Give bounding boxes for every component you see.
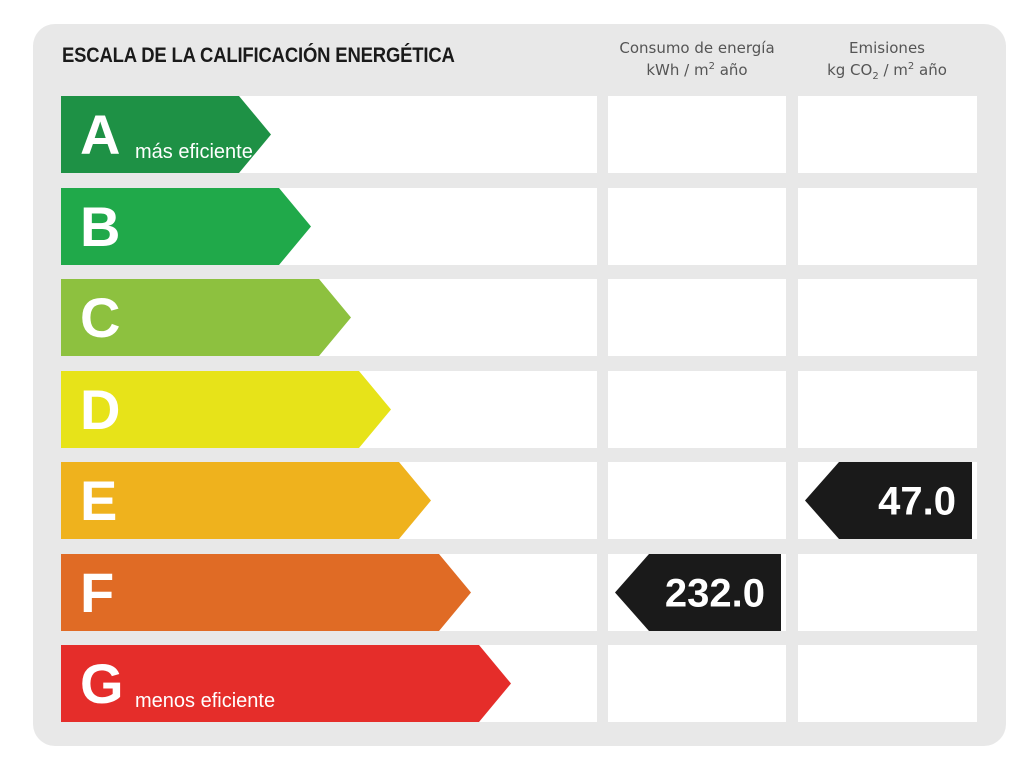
energy-cell-g: [608, 645, 786, 722]
grade-bar-a: [61, 96, 271, 173]
emissions-cell-a: [798, 96, 977, 173]
grade-letter-e: E: [80, 469, 117, 532]
grade-letter-f: F: [80, 561, 114, 624]
grade-letter-g: G: [80, 652, 124, 715]
grade-bar-e: [61, 462, 431, 539]
energy-column-title: Consumo de energía: [619, 39, 775, 57]
energy-consumption-value: 232.0: [665, 572, 765, 616]
emissions-column-unit: kg CO2 / m2 año: [827, 61, 947, 82]
emissions-cell-f: [798, 554, 977, 631]
grade-letter-b: B: [80, 195, 120, 258]
grade-bar-d: [61, 371, 391, 448]
emissions-marker: [805, 462, 972, 539]
grade-note-a: más eficiente: [135, 141, 253, 163]
emissions-cell-g: [798, 645, 977, 722]
energy-cell-d: [608, 371, 786, 448]
energy-cell-a: [608, 96, 786, 173]
emissions-cell-d: [798, 371, 977, 448]
energy-consumption-marker: [615, 554, 781, 631]
grade-bar-g: [61, 645, 511, 722]
energy-column-unit: kWh / m2 año: [646, 61, 748, 79]
emissions-column-title: Emisiones: [849, 39, 925, 57]
grade-bar-b: [61, 188, 311, 265]
energy-cell-c: [608, 279, 786, 356]
chart-title: ESCALA DE LA CALIFICACIÓN ENERGÉTICA: [62, 44, 455, 67]
energy-cell-b: [608, 188, 786, 265]
emissions-cell-b: [798, 188, 977, 265]
emissions-column-header: Emisiones kg CO2 / m2 año: [787, 37, 987, 82]
grade-bar-f: [61, 554, 471, 631]
emissions-value: 47.0: [878, 480, 956, 524]
grade-letter-c: C: [80, 286, 120, 349]
grade-bar-c: [61, 279, 351, 356]
emissions-cell-c: [798, 279, 977, 356]
grade-letter-a: A: [80, 103, 120, 166]
energy-cell-e: [608, 462, 786, 539]
grade-note-g: menos eficiente: [135, 690, 275, 712]
grade-letter-d: D: [80, 378, 120, 441]
energy-column-header: Consumo de energía kWh / m2 año: [597, 37, 797, 81]
